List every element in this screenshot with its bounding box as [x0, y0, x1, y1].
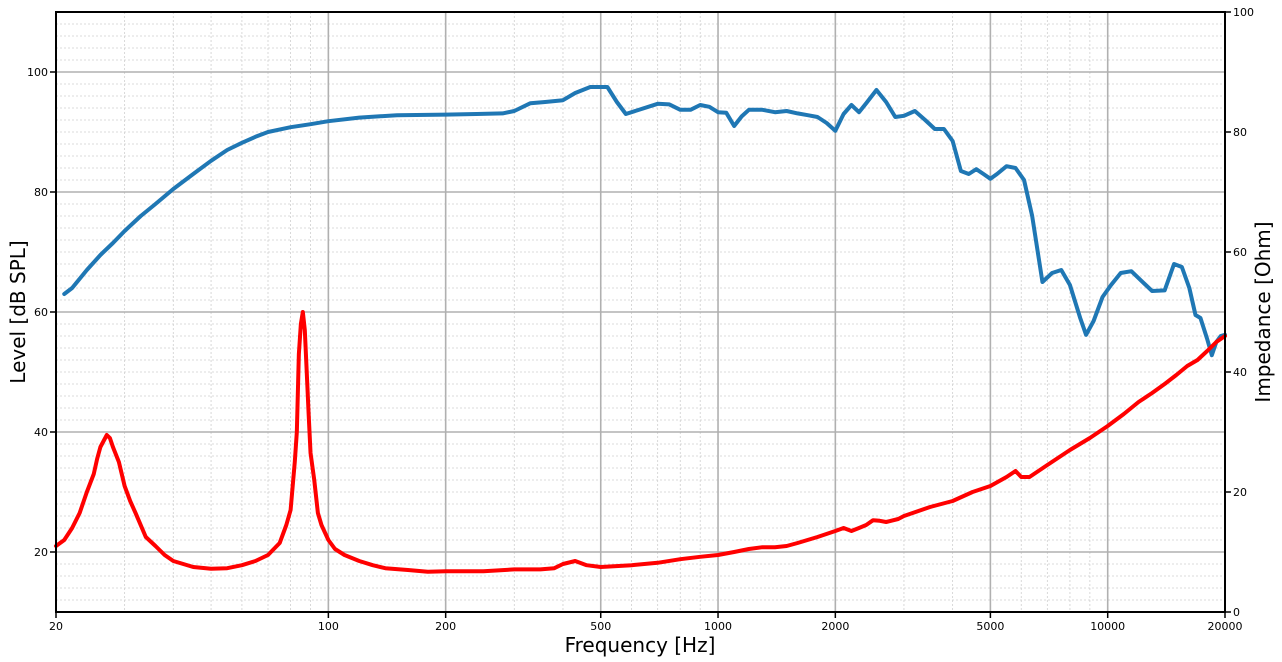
x-axis-title: Frequency [Hz]: [565, 633, 716, 657]
x-tick-label: 20: [49, 620, 63, 633]
x-tick-label: 200: [435, 620, 456, 633]
right-tick-label: 20: [1233, 486, 1247, 499]
impedance-curve: [54, 310, 1227, 574]
left-tick-label: 20: [34, 546, 48, 559]
x-tick-label: 2000: [821, 620, 849, 633]
left-tick-label: 100: [27, 66, 48, 79]
x-tick-label: 100: [318, 620, 339, 633]
right-tick-label: 80: [1233, 126, 1247, 139]
right-tick-label: 100: [1233, 6, 1254, 19]
x-tick-label: 500: [590, 620, 611, 633]
left-axis-title: Level [dB SPL]: [6, 240, 30, 383]
x-tick-label: 10000: [1090, 620, 1125, 633]
right-axis-title: Impedance [Ohm]: [1251, 221, 1275, 402]
spl-curve: [62, 85, 1227, 358]
left-axis-ticks: 20 40 60 80 100: [27, 66, 56, 559]
x-tick-label: 1000: [704, 620, 732, 633]
series-group: [54, 85, 1227, 574]
left-tick-label: 80: [34, 186, 48, 199]
x-tick-label: 5000: [976, 620, 1004, 633]
right-tick-label: 40: [1233, 366, 1247, 379]
left-tick-label: 40: [34, 426, 48, 439]
right-axis-ticks: 0 20 40 60 80 100: [1225, 6, 1254, 619]
right-tick-label: 0: [1233, 606, 1240, 619]
x-axis-ticks: 20 100 200 500 1000 2000 5000 10000 20000: [49, 612, 1243, 633]
right-tick-label: 60: [1233, 246, 1247, 259]
left-tick-label: 60: [34, 306, 48, 319]
major-grid: [55, 12, 1226, 612]
x-tick-label: 20000: [1208, 620, 1243, 633]
